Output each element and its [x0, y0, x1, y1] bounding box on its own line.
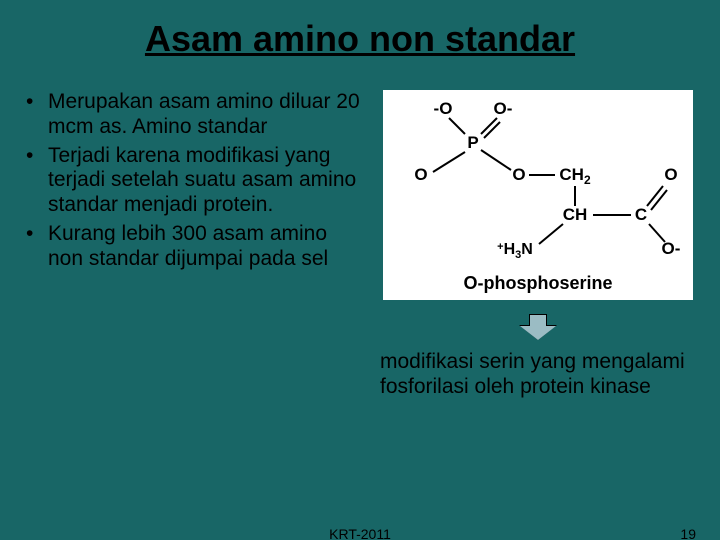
figure-caption: modifikasi serin yang mengalami fosforil… — [376, 350, 700, 400]
atom-c: C — [635, 205, 647, 224]
list-item: Terjadi karena modifikasi yang terjadi s… — [20, 144, 360, 218]
atom-nh3: +H3N — [497, 241, 533, 261]
bullet-column: Merupakan asam amino diluar 20 mcm as. A… — [20, 90, 370, 400]
content-area: Merupakan asam amino diluar 20 mcm as. A… — [0, 72, 720, 400]
list-item: Kurang lebih 300 asam amino non standar … — [20, 222, 360, 272]
atom-p: P — [467, 133, 478, 152]
atom-ch2: CH2 — [559, 165, 591, 187]
bullet-list: Merupakan asam amino diluar 20 mcm as. A… — [20, 90, 360, 271]
atom-o-top-left: -O — [434, 99, 453, 118]
molecule-diagram: -O O- P O O CH2 CH — [383, 90, 693, 300]
atom-ch: CH — [563, 205, 588, 224]
list-item: Merupakan asam amino diluar 20 mcm as. A… — [20, 90, 360, 140]
atom-o-mid: O — [512, 165, 525, 184]
atom-o-left: O — [414, 165, 427, 184]
footer-center: KRT-2011 — [329, 526, 391, 540]
slide-title: Asam amino non standar — [0, 0, 720, 72]
page-number: 19 — [680, 526, 696, 540]
figure-column: -O O- P O O CH2 CH — [370, 90, 700, 400]
atom-o-dbl: O — [664, 165, 677, 184]
down-arrow-icon — [520, 314, 556, 340]
atom-o-top-right: O- — [494, 99, 513, 118]
molecule-caption: O-phosphoserine — [383, 273, 693, 294]
